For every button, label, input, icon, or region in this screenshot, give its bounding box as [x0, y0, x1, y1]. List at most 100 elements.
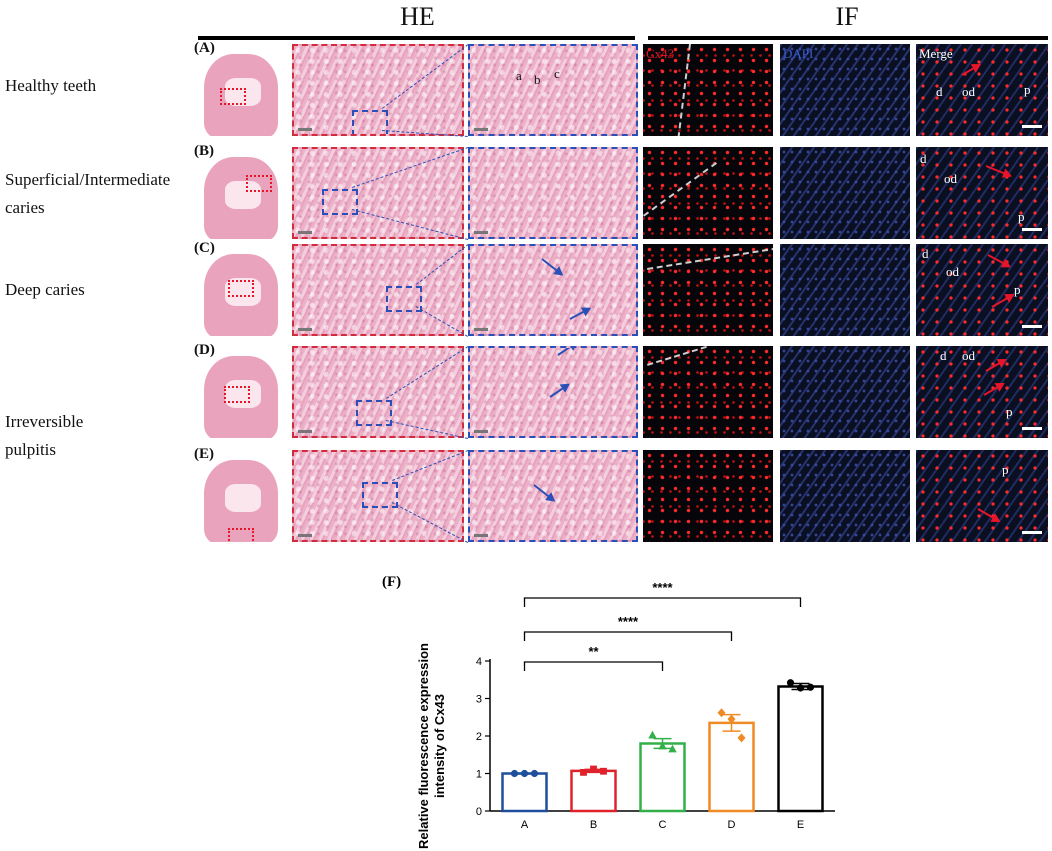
zoom-region-box [386, 286, 422, 312]
if-dapi-channel [780, 450, 910, 542]
if-dapi-channel [780, 147, 910, 239]
if-header-rule [648, 36, 1048, 40]
zoom-region-box [362, 482, 398, 508]
tissue-label-d: d [922, 246, 929, 261]
tissue-label-p: p [1024, 82, 1031, 97]
pulp-chamber [225, 278, 261, 306]
tissue-label-d: d [940, 348, 947, 363]
if-cx43-channel [643, 346, 773, 438]
blue-arrow-icon [557, 348, 577, 356]
bar [501, 772, 548, 813]
bar [708, 721, 755, 813]
bar [639, 742, 686, 813]
data-point [717, 708, 726, 718]
y-tick-label: 4 [476, 656, 482, 668]
if-cx43-channel [643, 450, 773, 542]
significance-label: ** [588, 644, 599, 659]
scale-bar [1022, 325, 1042, 328]
panel-letter: (E) [194, 446, 214, 462]
x-tick-label: C [659, 819, 667, 831]
x-tick-label: B [590, 819, 597, 831]
scale-bar [298, 430, 312, 433]
red-arrow-icon [987, 254, 1010, 268]
if-merge-channel: Merge d od p [916, 44, 1048, 136]
region-box [228, 280, 254, 297]
tissue-label-od: od [962, 84, 975, 99]
y-axis-label: Relative fluorescence expressionintensit… [416, 643, 447, 849]
data-point [737, 733, 746, 743]
scale-bar [298, 328, 312, 331]
scale-bar [474, 128, 488, 131]
data-point [806, 683, 815, 691]
tissue-label-d: d [936, 84, 943, 99]
if-merge-channel: d od p [916, 244, 1048, 336]
row-label-pulpitis: Irreversible pulpitis [5, 412, 84, 459]
pulp-chamber [225, 181, 261, 209]
region-box [224, 386, 250, 403]
y-tick-label: 3 [476, 694, 482, 706]
row-label-deep: Deep caries [5, 280, 85, 299]
if-cx43-channel [643, 244, 773, 336]
red-arrow-icon [991, 294, 1014, 308]
y-tick-label: 0 [476, 806, 482, 818]
scale-bar [298, 128, 312, 131]
red-arrow-icon [985, 165, 1011, 177]
blue-arrow-icon [541, 258, 563, 276]
red-arrow-icon [977, 508, 1000, 522]
data-point [510, 769, 519, 778]
if-merge-channel: p [916, 450, 1048, 542]
data-point [796, 684, 805, 692]
y-tick-label: 1 [476, 769, 482, 781]
tissue-label-p: p [1006, 404, 1013, 419]
tissue-label-od: od [944, 171, 957, 186]
region-box [220, 88, 246, 105]
if-dapi-channel [780, 244, 910, 336]
tissue-label-p: p [1014, 282, 1021, 297]
blue-arrow-icon [549, 383, 569, 398]
he-medium-magnification [292, 346, 464, 438]
bar [777, 685, 824, 813]
he-header: HE [400, 2, 435, 31]
data-point [727, 714, 736, 724]
tissue-label-p: p [1018, 209, 1025, 224]
tooth-overview [198, 346, 288, 438]
scale-bar [1022, 228, 1042, 231]
data-point [600, 767, 607, 775]
significance-bracket [523, 661, 664, 671]
scale-bar [474, 430, 488, 433]
scale-bar [298, 534, 312, 537]
he-high-magnification [468, 450, 638, 542]
boundary-dashed-line [643, 162, 717, 217]
red-arrow-icon [985, 359, 1006, 372]
boundary-dashed-line [647, 247, 773, 270]
tissue-label-b: b [534, 72, 541, 87]
if-merge-channel: d od p [916, 346, 1048, 438]
if-merge-channel: d od p [916, 147, 1048, 239]
he-medium-magnification [292, 147, 464, 239]
tooth-overview [198, 450, 288, 542]
if-cx43-channel [643, 147, 773, 239]
he-high-magnification [468, 346, 638, 438]
tissue-label-c: c [554, 66, 560, 81]
data-point [648, 730, 657, 739]
tissue-label-od: od [962, 348, 975, 363]
if-cx43-channel: Cx43 [643, 44, 773, 136]
if-dapi-channel: DAPI [780, 44, 910, 136]
significance-label: **** [618, 614, 639, 629]
scale-bar [1022, 427, 1042, 430]
tissue-label-a: a [516, 68, 522, 83]
he-header-rule [198, 36, 635, 40]
scale-bar [474, 231, 488, 234]
tissue-label-p: p [1002, 462, 1009, 477]
red-arrow-icon [961, 64, 980, 76]
significance-bracket [523, 597, 802, 607]
data-point [580, 768, 587, 776]
cx43-label: Cx43 [646, 46, 675, 61]
data-point [658, 741, 667, 750]
dapi-label: DAPI [783, 46, 814, 61]
panel-letter: (B) [194, 143, 214, 159]
tissue-label-d: d [920, 151, 927, 166]
x-tick-label: A [521, 819, 529, 831]
